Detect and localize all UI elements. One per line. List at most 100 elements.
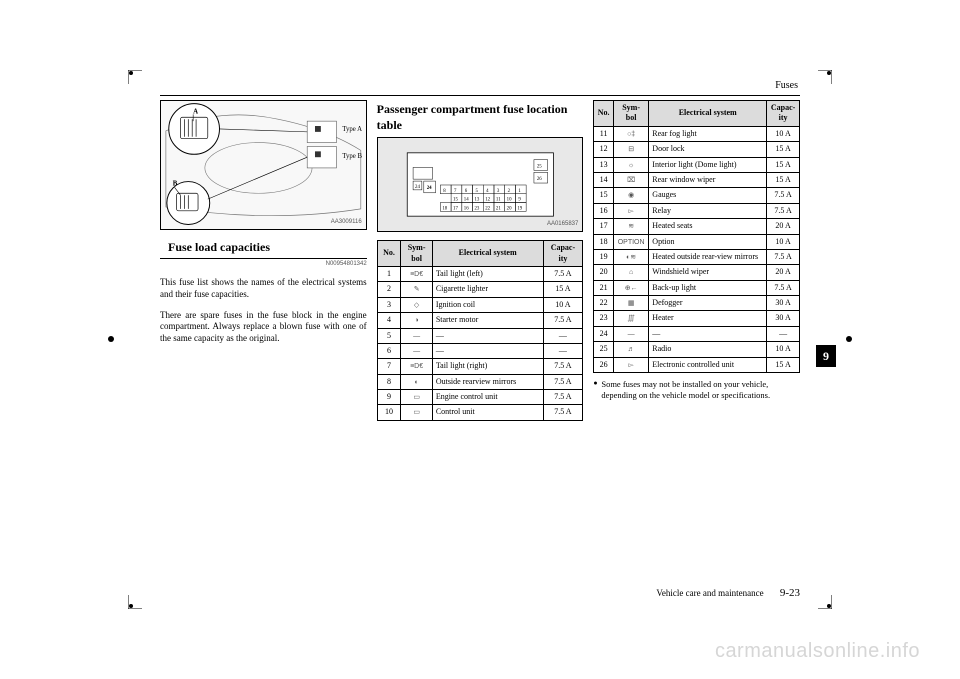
fuse-capacity: 15 A: [543, 282, 583, 297]
fuse-system: Ignition coil: [432, 297, 543, 312]
fuse-no: 2: [377, 282, 401, 297]
fuse-symbol: ⊕←: [613, 280, 648, 295]
th-symbol-2: Sym-bol: [613, 101, 648, 127]
fuse-system: Tail light (left): [432, 266, 543, 281]
fuse-table-part1: No. Sym-bol Electrical system Capac-ity …: [377, 240, 584, 421]
svg-text:18: 18: [442, 207, 447, 212]
fuse-row: 17≋Heated seats20 A: [594, 219, 800, 234]
fuse-system: —: [649, 326, 767, 341]
fuse-symbol: ▻: [613, 357, 648, 372]
svg-text:B: B: [173, 180, 178, 187]
svg-text:15: 15: [453, 198, 458, 203]
section1-title-text: Fuse load capacities: [168, 240, 270, 254]
fuse-symbol: ∭: [613, 311, 648, 326]
fuse-row: 5———: [377, 328, 583, 343]
section1-id: N00954801342: [160, 261, 367, 269]
illus2-code: AA0165837: [547, 221, 578, 229]
fuse-no: 17: [594, 219, 614, 234]
fuse-no: 25: [594, 342, 614, 357]
fuse-no: 13: [594, 157, 614, 172]
column-1: Type A Type B A B: [160, 100, 367, 421]
fuse-no: 15: [594, 188, 614, 203]
fuse-no: 23: [594, 311, 614, 326]
fuse-symbol: ☼: [613, 157, 648, 172]
fuse-no: 26: [594, 357, 614, 372]
fuse-system: Windshield wiper: [649, 265, 767, 280]
registration-dot-right: [846, 336, 852, 342]
fuse-system: —: [432, 328, 543, 343]
fuse-capacity: —: [543, 328, 583, 343]
fuse-system: Interior light (Dome light): [649, 157, 767, 172]
th-symbol: Sym-bol: [401, 241, 432, 267]
body-para-2: There are spare fuses in the fuse block …: [160, 310, 367, 345]
watermark: carmanualsonline.info: [715, 640, 920, 663]
page-footer: Vehicle care and maintenance 9-23: [656, 587, 800, 599]
page-header: Fuses: [160, 80, 800, 96]
fuse-row: 23∭Heater30 A: [594, 311, 800, 326]
footer-section: Vehicle care and maintenance: [656, 588, 763, 598]
fuse-system: Relay: [649, 203, 767, 218]
fuse-system: —: [432, 343, 543, 358]
th-capacity-2: Capac-ity: [767, 101, 800, 127]
fuse-system: Heater: [649, 311, 767, 326]
fuse-symbol: ◉: [613, 188, 648, 203]
fuse-symbol: ◐: [401, 374, 432, 389]
fuse-symbol: ≋: [613, 219, 648, 234]
fuse-row: 8◐Outside rearview mirrors7.5 A: [377, 374, 583, 389]
fuse-system: Control unit: [432, 405, 543, 420]
fuse-no: 12: [594, 142, 614, 157]
svg-text:12: 12: [485, 198, 490, 203]
fuse-no: 20: [594, 265, 614, 280]
fuse-capacity: 15 A: [767, 172, 800, 187]
fuse-system: Cigarette lighter: [432, 282, 543, 297]
svg-text:10: 10: [506, 198, 511, 203]
fuse-row: 21⊕←Back-up light7.5 A: [594, 280, 800, 295]
fuse-row: 6———: [377, 343, 583, 358]
th-capacity: Capac-ity: [543, 241, 583, 267]
fuse-system: Starter motor: [432, 313, 543, 328]
fuse-no: 22: [594, 296, 614, 311]
illus1-code: AA3009116: [331, 219, 362, 227]
fuse-capacity: 7.5 A: [767, 280, 800, 295]
fuse-no: 9: [377, 390, 401, 405]
fuse-symbol: —: [401, 328, 432, 343]
svg-text:20: 20: [506, 207, 511, 212]
fuse-capacity: 7.5 A: [767, 249, 800, 264]
svg-text:A: A: [193, 108, 198, 115]
fuse-symbol: ⌂: [613, 265, 648, 280]
th-system-2: Electrical system: [649, 101, 767, 127]
fuse-row: 13☼Interior light (Dome light)15 A: [594, 157, 800, 172]
crop-mark-tl: [128, 70, 142, 84]
svg-text:24: 24: [415, 185, 420, 190]
th-no-2: No.: [594, 101, 614, 127]
fuse-capacity: 7.5 A: [543, 374, 583, 389]
fuse-no: 6: [377, 343, 401, 358]
svg-text:14: 14: [463, 198, 468, 203]
fuse-symbol: ♬: [613, 342, 648, 357]
th-system: Electrical system: [432, 241, 543, 267]
fuse-no: 4: [377, 313, 401, 328]
registration-dot-left: [108, 336, 114, 342]
fuse-capacity: 7.5 A: [543, 405, 583, 420]
fuse-system: Tail light (right): [432, 359, 543, 374]
fuse-row: 24———: [594, 326, 800, 341]
fuse-capacity: —: [543, 343, 583, 358]
svg-text:22: 22: [485, 207, 490, 212]
fuse-no: 24: [594, 326, 614, 341]
fuse-symbol: ◇: [401, 297, 432, 312]
crop-mark-bl: [128, 595, 142, 609]
fuse-row: 14⌧Rear window wiper15 A: [594, 172, 800, 187]
body-para-1: This fuse list shows the names of the el…: [160, 277, 367, 300]
fuse-capacity: 7.5 A: [543, 359, 583, 374]
fuse-no: 7: [377, 359, 401, 374]
fuse-symbol: ✎: [401, 282, 432, 297]
crop-mark-br: [818, 595, 832, 609]
svg-text:23: 23: [474, 207, 479, 212]
fuse-capacity: 7.5 A: [543, 390, 583, 405]
fuse-symbol: ◐≋: [613, 249, 648, 264]
fuse-symbol: —: [613, 326, 648, 341]
fusebox-illustration: 24 24 25 26 8 7 6 5: [377, 137, 584, 232]
fuse-system: Back-up light: [649, 280, 767, 295]
fuse-row: 4◑Starter motor7.5 A: [377, 313, 583, 328]
fuse-symbol: —: [401, 343, 432, 358]
